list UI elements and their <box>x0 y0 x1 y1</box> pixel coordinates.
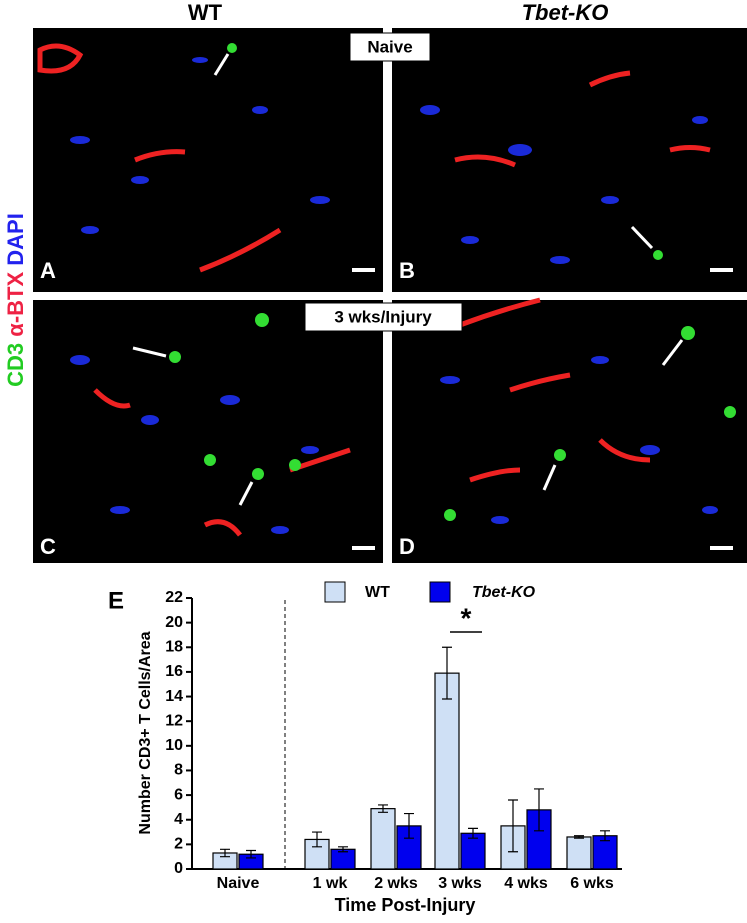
label-dapi: DAPI <box>3 213 28 266</box>
panel-b <box>392 28 747 292</box>
y-tick-label: 0 <box>174 860 183 877</box>
error-bar <box>338 846 348 853</box>
y-tick-label: 22 <box>165 589 183 606</box>
y-tick-label: 10 <box>165 737 183 754</box>
error-bar <box>508 799 518 853</box>
panel-c <box>33 300 383 563</box>
y-tick-label: 16 <box>165 663 183 680</box>
error-bar <box>468 827 478 839</box>
x-tick-label: 3 wks <box>438 875 482 892</box>
x-tick-label: 6 wks <box>570 875 614 892</box>
t-cells <box>169 43 736 521</box>
panel-letter: A <box>40 258 56 283</box>
error-bar <box>246 849 256 859</box>
bar <box>592 835 618 870</box>
panel-letter: D <box>399 534 415 559</box>
y-tick-label: 2 <box>174 836 183 853</box>
error-bar <box>534 788 544 832</box>
y-tick-label: 8 <box>174 762 183 779</box>
arrows <box>132 53 684 506</box>
y-tick-label: 14 <box>165 688 183 705</box>
error-bar <box>442 646 452 700</box>
y-tick-label: 4 <box>174 811 183 828</box>
bar <box>370 808 396 870</box>
y-axis-title: Number CD3+ T Cells/Area <box>137 631 154 834</box>
micrographs: Naive 3 wks/Injury A B C D <box>33 28 747 563</box>
legend-label: Tbet-KO <box>472 584 536 601</box>
x-tick-label: Naive <box>217 875 260 892</box>
y-tick-label: 18 <box>165 638 183 655</box>
x-axis-title: Time Post-Injury <box>335 895 476 915</box>
tag-box <box>304 302 463 332</box>
legend-swatch <box>429 581 451 603</box>
panel-letter: B <box>399 258 415 283</box>
x-tick-label: 2 wks <box>374 875 418 892</box>
header-ko: Tbet-KO <box>522 0 609 25</box>
error-bar <box>378 804 388 813</box>
tag-naive: Naive <box>367 37 412 56</box>
error-bar <box>312 831 322 848</box>
annotation: * <box>461 602 472 633</box>
y-tick-label: 20 <box>165 614 183 631</box>
bar <box>460 832 486 870</box>
scale-bars <box>352 268 733 550</box>
side-label: CD3 α-BTX DAPI <box>3 213 28 387</box>
panel-d <box>392 300 747 563</box>
panel-letter: E <box>108 587 124 614</box>
legend-swatch <box>324 581 346 603</box>
error-bar <box>600 830 610 842</box>
y-tick-label: 6 <box>174 786 183 803</box>
error-bar <box>220 848 230 858</box>
nuclei <box>70 57 718 534</box>
bar <box>434 672 460 870</box>
x-tick-label: 4 wks <box>504 875 548 892</box>
label-btx: α-BTX <box>3 272 28 337</box>
error-bar <box>404 812 414 839</box>
label-cd3: CD3 <box>3 343 28 387</box>
y-tick-label: 12 <box>165 712 183 729</box>
legend-label: WT <box>365 584 390 601</box>
panel-letter: C <box>40 534 56 559</box>
tag-box <box>349 32 431 62</box>
tag-3wks: 3 wks/Injury <box>334 307 432 326</box>
x-tick-label: 1 wk <box>313 875 348 892</box>
bar <box>566 836 592 870</box>
header-wt: WT <box>188 0 223 25</box>
panel-a <box>33 28 383 292</box>
error-bar <box>574 835 584 839</box>
